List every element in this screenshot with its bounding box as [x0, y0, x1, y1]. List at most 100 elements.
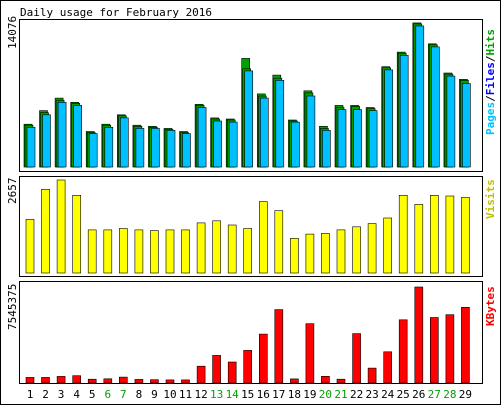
visits-bar: [398, 195, 408, 274]
pages-bar: [415, 25, 425, 168]
pages-bar: [322, 130, 331, 168]
pages-bar: [166, 130, 176, 168]
visits-bar: [352, 226, 361, 274]
x-tick-label: 7: [120, 388, 127, 401]
x-tick-label: 6: [104, 388, 111, 401]
x-tick-label: 8: [136, 388, 143, 401]
pages-bar: [275, 80, 285, 168]
kbytes-bar: [274, 309, 284, 384]
x-tick-label: 29: [459, 388, 472, 401]
visits-bar: [274, 210, 284, 274]
visits-bar: [429, 195, 439, 274]
kbytes-ymax-label: 7545375: [6, 284, 19, 330]
kbytes-bar: [41, 377, 50, 384]
pages-bar: [42, 114, 51, 168]
visits-bar: [56, 179, 66, 274]
x-tick-label: 4: [73, 388, 80, 401]
visits-bar: [165, 229, 175, 274]
slash-label-part: /: [484, 95, 497, 102]
pages-bar: [291, 121, 300, 168]
kbytes-bar: [72, 375, 81, 384]
hits-label-part: Hits: [484, 29, 497, 56]
pages-bar: [26, 127, 36, 168]
pages-bar: [306, 95, 316, 168]
pages-bar: [135, 128, 145, 168]
kbytes-bar: [290, 378, 299, 384]
visits-bar: [150, 230, 159, 274]
kbytes-bar: [321, 375, 330, 384]
visits-bar: [461, 197, 470, 274]
visits-series-label: Visits: [484, 179, 497, 219]
kbytes-bar: [181, 379, 190, 384]
visits-bar: [321, 233, 330, 274]
pages-bar: [244, 70, 253, 168]
kbytes-bar: [134, 379, 144, 384]
x-tick-label: 21: [334, 388, 347, 401]
x-tick-label: 25: [397, 388, 410, 401]
pages-bar: [88, 133, 98, 168]
x-tick-label: 15: [241, 388, 254, 401]
pages-bar: [213, 120, 222, 168]
bars-layer: [23, 22, 471, 384]
kbytes-bar: [212, 355, 221, 384]
x-tick-label: 10: [163, 388, 176, 401]
visits-bar: [445, 195, 455, 274]
files-label-part: Files: [484, 62, 497, 95]
visits-bar: [103, 229, 113, 274]
x-tick-label: 22: [350, 388, 363, 401]
kbytes-panel-frame: [19, 281, 483, 384]
visits-bar: [72, 195, 81, 274]
visits-ymax-label: 2657: [6, 178, 19, 205]
pages-bar: [104, 127, 114, 168]
pages-bar: [228, 121, 238, 168]
x-tick-label: 28: [443, 388, 456, 401]
kbytes-bar: [398, 319, 408, 384]
x-tick-label: 20: [319, 388, 332, 401]
visits-bar: [212, 220, 221, 274]
x-tick-label: 17: [272, 388, 285, 401]
visits-bar: [87, 229, 97, 274]
hits-ymax-label: 14076: [6, 16, 19, 49]
kbytes-bar: [25, 377, 35, 384]
kbytes-bar: [87, 378, 97, 384]
x-tick-label: 14: [226, 388, 240, 401]
x-tick-label: 1: [27, 388, 34, 401]
x-tick-label: 18: [288, 388, 301, 401]
kbytes-bar: [383, 351, 393, 384]
visits-bar: [290, 238, 299, 274]
visits-bar: [305, 233, 315, 274]
kbytes-bar: [258, 333, 268, 384]
kbytes-bar: [103, 378, 113, 384]
x-tick-label: 9: [151, 388, 158, 401]
kbytes-bar: [429, 317, 439, 384]
chart-title: Daily usage for February 2016: [20, 6, 212, 19]
kbytes-bar: [414, 286, 424, 384]
visits-bar: [243, 228, 252, 274]
visits-bar: [196, 222, 206, 274]
visits-bar: [25, 219, 35, 274]
visits-panel-frame: [19, 176, 483, 277]
kbytes-bar: [243, 350, 252, 384]
x-tick-label: 27: [428, 388, 441, 401]
kbytes-bar: [165, 379, 175, 384]
x-tick-label: 19: [303, 388, 316, 401]
x-tick-label: 3: [58, 388, 65, 401]
pages-bar: [353, 109, 362, 168]
slash-label-part: /: [484, 55, 497, 62]
kbytes-bar: [227, 361, 237, 384]
hits-panel-frame: [19, 19, 483, 172]
visits-bar: [119, 228, 128, 274]
x-tick-label: 16: [257, 388, 270, 401]
x-tick-label: 5: [89, 388, 96, 401]
kbytes-bar: [352, 333, 361, 384]
x-tick-label: 24: [381, 388, 395, 401]
pages-bar: [446, 75, 456, 168]
visits-bar: [134, 229, 144, 274]
visits-bar: [414, 204, 424, 274]
x-tick-label: 11: [179, 388, 192, 401]
pages-bar: [337, 109, 347, 168]
kbytes-bar: [150, 379, 159, 384]
pages-bar: [151, 128, 160, 168]
pages-bar: [73, 105, 82, 168]
